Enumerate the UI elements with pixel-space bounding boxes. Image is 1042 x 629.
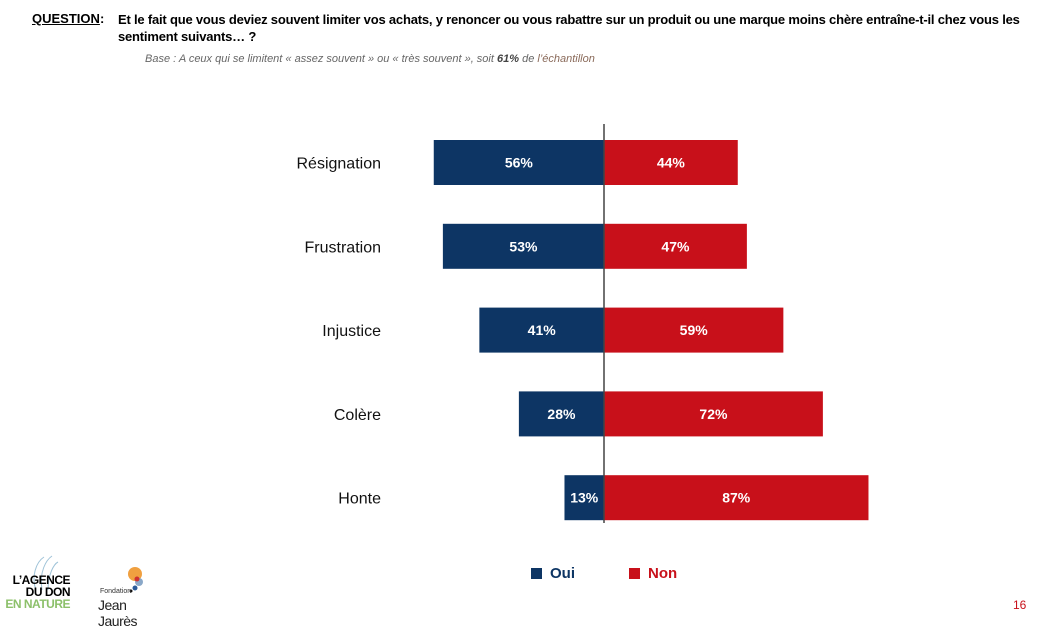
data-label: 44% (657, 155, 686, 171)
data-label: 13% (570, 490, 599, 506)
bar-non (604, 391, 823, 437)
category-label: Colère (334, 407, 381, 424)
base-tail: l’échantillon (537, 53, 595, 65)
category-label: Résignation (297, 156, 382, 173)
logo-line-1: L’AGENCE (12, 573, 71, 587)
data-label: 28% (547, 406, 576, 422)
fondation-small-text: Fondation (100, 588, 132, 595)
base-prefix: Base : A ceux qui se limitent « assez so… (145, 53, 497, 65)
data-label: 72% (699, 406, 728, 422)
legend-swatch-oui (531, 568, 542, 579)
base-note: Base : A ceux qui se limitent « assez so… (145, 53, 595, 65)
bar-oui (518, 391, 604, 437)
agence-du-don-logo: L’AGENCE DU DON EN NATURE (5, 552, 76, 614)
data-label: 56% (505, 155, 534, 171)
legend-oui: Oui (531, 565, 575, 582)
question-label: QUESTION (32, 11, 100, 26)
data-label: 59% (680, 322, 709, 338)
bar-oui (564, 475, 604, 521)
legend-non: Non (629, 565, 677, 582)
bar-non (604, 475, 869, 521)
category-label: Honte (338, 491, 381, 508)
data-label: 47% (661, 238, 690, 254)
bar-oui (433, 140, 604, 185)
base-pct: 61% (496, 53, 520, 65)
bar-oui (442, 223, 604, 269)
data-label: 53% (509, 238, 538, 254)
bar-oui (479, 307, 604, 353)
logo-line-3: EN NATURE (5, 597, 70, 611)
fondation-dots-icon (128, 567, 143, 593)
fondation-name: Jean Jaurès (98, 597, 138, 629)
question-text: Et le fait que vous deviez souvent limit… (118, 12, 1020, 44)
category-label: Injustice (322, 323, 381, 340)
hand-outline-icon (33, 555, 59, 591)
fondation-jean-jaures-logo: Fondation Jean Jaurès (98, 566, 168, 629)
legend-swatch-non (629, 568, 640, 579)
bar-non (604, 140, 738, 185)
legend-label-oui: Oui (550, 565, 575, 582)
legend-label-non: Non (648, 565, 678, 582)
data-label: 41% (528, 322, 557, 338)
question-colon: : (100, 11, 105, 26)
bar-non (604, 223, 747, 269)
category-label: Frustration (305, 239, 381, 256)
logo-line-2: DU DON (25, 585, 71, 599)
page-number: 16 (1013, 598, 1027, 612)
base-de: de (519, 53, 538, 65)
data-label: 87% (722, 490, 751, 506)
bar-non (604, 307, 784, 353)
